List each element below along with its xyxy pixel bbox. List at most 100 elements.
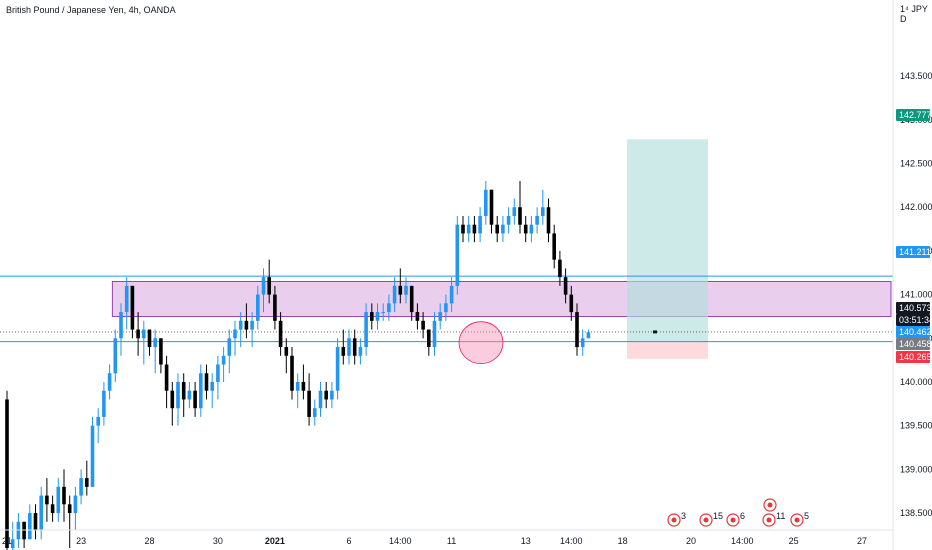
price-tag[interactable]: 142.777 [896, 109, 932, 121]
y-tick-label: 143.500 [900, 71, 932, 81]
candle-body [512, 207, 517, 216]
x-tick-label: 23 [76, 536, 86, 546]
candle-body [102, 390, 106, 417]
candle-body [45, 495, 49, 505]
x-tick-label: 6 [346, 536, 351, 546]
x-tick-label: 21 [2, 536, 12, 546]
candle-body [164, 364, 169, 391]
candle-body [119, 312, 123, 339]
supply-demand-zone[interactable] [111, 281, 892, 317]
price-tag-text: 140.458 [899, 339, 932, 349]
price-tag-text: 03:51:34 [899, 315, 932, 325]
price-tag-bg [896, 109, 930, 121]
candle-body [506, 215, 511, 225]
candle-body [409, 285, 414, 313]
x-tick-label: 25 [789, 536, 799, 546]
event-marker[interactable]: 6 [726, 511, 745, 527]
event-marker-stacked[interactable] [763, 498, 777, 512]
candle-body [130, 285, 135, 330]
candle-body [216, 364, 220, 382]
candle-body [193, 390, 197, 409]
event-count: 6 [740, 511, 745, 521]
price-tag[interactable]: 140.458 [896, 338, 932, 350]
candle-body [56, 486, 61, 514]
candle-body [466, 224, 471, 234]
price-tag[interactable]: 140.573 [896, 302, 932, 314]
candle-body [153, 338, 157, 348]
event-dot-icon [794, 517, 800, 523]
candle-body [22, 521, 26, 540]
candle-body [256, 294, 260, 321]
x-tick-label: 14:00 [731, 536, 754, 546]
candle-body [67, 504, 72, 514]
price-tag-bg [896, 351, 930, 363]
candle-body [404, 285, 408, 295]
candle-body [341, 347, 346, 356]
candle-body [455, 224, 460, 286]
position-target-zone[interactable] [627, 139, 708, 342]
event-dot-icon [671, 517, 677, 523]
y-tick-label: 138.500 [900, 508, 932, 518]
candle-body [176, 381, 180, 409]
candle-body [278, 320, 283, 348]
candle-body [10, 539, 15, 548]
candle-body [398, 285, 403, 295]
event-marker[interactable]: 5 [790, 511, 809, 527]
candle-body [199, 373, 203, 409]
candle-body [478, 215, 482, 234]
candle-body [586, 332, 591, 339]
candle-body [238, 320, 243, 330]
candles-layer [5, 181, 591, 550]
candle-body [96, 416, 100, 426]
candle-body [33, 513, 38, 531]
candle-body [495, 224, 499, 234]
candle-body [421, 320, 425, 330]
candle-body [558, 259, 562, 278]
position-stop-zone[interactable] [627, 341, 708, 359]
y-tick-label: 142.500 [900, 159, 932, 169]
highlight-circle[interactable] [458, 321, 504, 365]
candle-body [124, 285, 129, 313]
event-marker[interactable]: 11 [762, 511, 785, 527]
currency-badge[interactable]: 1⁴ JPY D [900, 4, 928, 24]
candle-body [335, 347, 340, 391]
candle-body [170, 390, 175, 409]
event-marker[interactable]: 15 [699, 511, 723, 527]
candle-body [427, 329, 431, 348]
price-tag[interactable]: 140.462 [896, 326, 932, 338]
x-tick-label: 27 [857, 536, 867, 546]
event-count: 5 [804, 511, 809, 521]
candle-body [330, 390, 334, 400]
price-tag[interactable]: 140.265 [896, 351, 932, 363]
x-tick-label: 28 [144, 536, 154, 546]
price-tag-bg [896, 326, 930, 338]
candle-body [227, 338, 232, 356]
price-tag-text: 140.265 [899, 352, 932, 362]
chart-title: British Pound / Japanese Yen, 4h, OANDA [6, 5, 176, 15]
candle-body [250, 320, 254, 330]
y-tick-label: 140.000 [900, 377, 932, 387]
candle-body [324, 390, 328, 400]
candle-body [73, 495, 78, 514]
price-tag[interactable]: 03:51:34 [896, 314, 932, 326]
candle-body [28, 513, 32, 540]
event-dot-icon [767, 502, 773, 508]
candle-body [381, 312, 385, 314]
candle-body [415, 312, 420, 321]
candle-body [449, 285, 454, 304]
candle-body [273, 294, 277, 321]
candle-body [461, 224, 465, 234]
candle-body [244, 320, 249, 330]
candle-body [204, 373, 209, 391]
candle-body [284, 347, 289, 356]
candle-body [307, 390, 311, 417]
candle-body [221, 355, 226, 365]
event-marker[interactable]: 3 [667, 511, 686, 527]
candle-body [301, 381, 306, 391]
candle-body [50, 504, 55, 514]
candle-body [39, 495, 43, 531]
candle-body [370, 312, 374, 321]
candle-body [313, 408, 317, 417]
price-tag[interactable]: 141.211 [896, 246, 931, 258]
